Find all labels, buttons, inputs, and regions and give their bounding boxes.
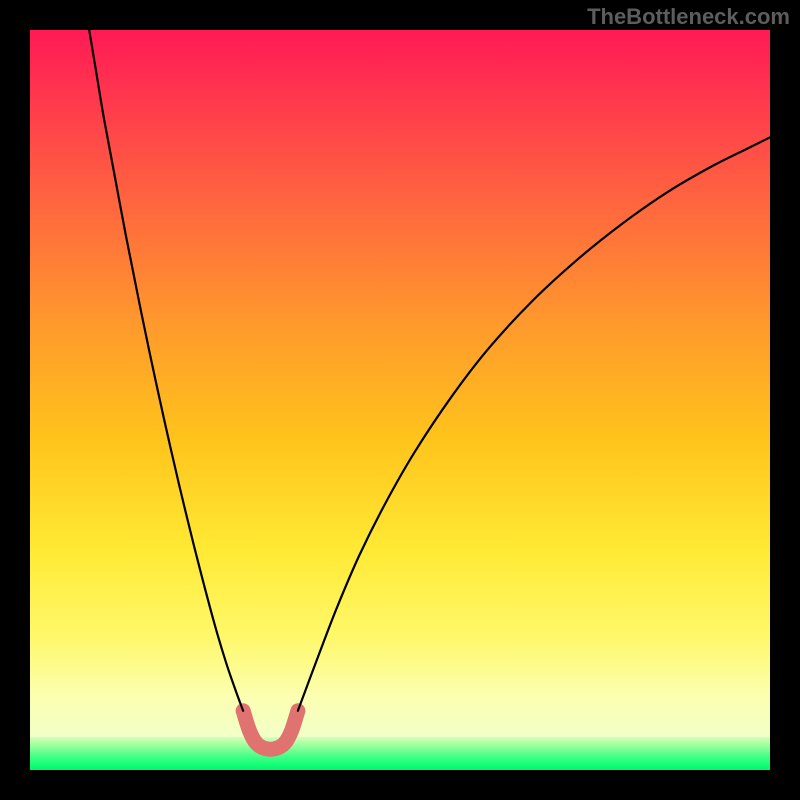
curve-left-branch	[89, 30, 243, 711]
valley-marker	[243, 711, 298, 749]
plot-area	[30, 30, 770, 770]
chart-svg	[30, 30, 770, 770]
curve-right-branch	[298, 137, 770, 711]
watermark-text: TheBottleneck.com	[587, 4, 790, 30]
